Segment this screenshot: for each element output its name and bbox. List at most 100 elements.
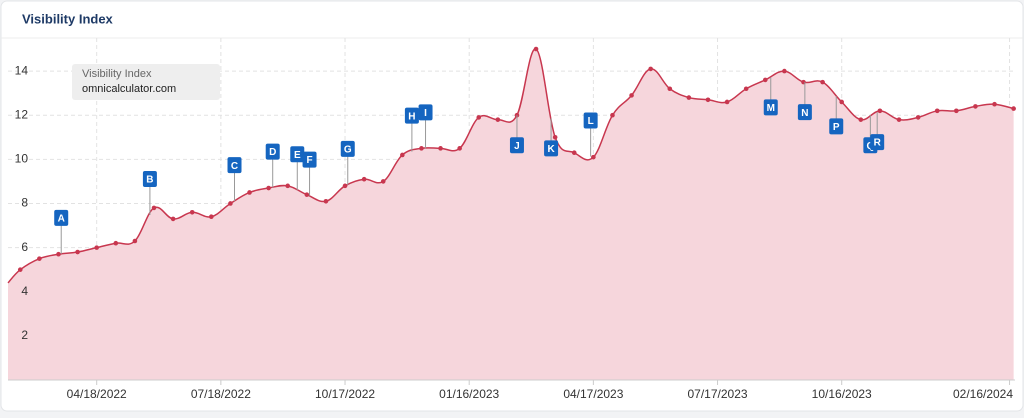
y-tick-label: 10 [15, 152, 29, 166]
event-box [302, 151, 317, 168]
data-point [151, 205, 157, 211]
event-label: P [833, 122, 840, 133]
x-tick-label: 04/18/2022 [67, 387, 127, 401]
data-point [132, 238, 138, 244]
event-box [870, 134, 885, 151]
x-tick-label: 10/16/2023 [812, 387, 872, 401]
data-point [762, 77, 768, 83]
data-point [724, 99, 730, 105]
event-marker: G [340, 140, 355, 185]
data-point [552, 134, 558, 140]
legend-subtitle: omnicalculator.com [82, 83, 176, 95]
data-point [686, 95, 692, 100]
data-point [266, 185, 271, 191]
data-point [973, 104, 978, 109]
data-point [495, 117, 501, 122]
data-point [1011, 106, 1016, 111]
data-point [209, 214, 214, 220]
event-box [404, 107, 419, 124]
event-label: N [801, 108, 808, 119]
event-marker: L [583, 112, 598, 157]
data-point [476, 115, 482, 120]
data-point [323, 198, 329, 204]
legend: Visibility Index omnicalculator.com [72, 64, 220, 100]
event-label: K [547, 144, 555, 155]
data-point [667, 86, 673, 92]
chart-title: Visibility Index [22, 11, 114, 26]
y-tick-label: 8 [21, 196, 28, 210]
event-box [142, 170, 157, 187]
event-box [763, 99, 778, 116]
y-tick-label: 14 [15, 63, 29, 77]
data-point [533, 46, 539, 52]
x-tick-label: 10/17/2022 [315, 387, 375, 401]
data-point [189, 210, 195, 215]
data-point [839, 99, 845, 105]
data-point [228, 201, 233, 206]
event-box [290, 146, 305, 163]
data-point [514, 112, 520, 118]
event-marker: P [829, 96, 844, 135]
legend-label: Visibility Index [82, 68, 152, 80]
data-point [438, 146, 443, 151]
event-label: C [231, 161, 238, 172]
event-marker: C [227, 157, 242, 202]
data-point [992, 101, 997, 107]
x-tick-label: 07/17/2023 [688, 387, 748, 401]
event-marker: M [763, 77, 778, 116]
event-marker: D [265, 143, 280, 188]
data-point [954, 108, 959, 114]
event-label: M [767, 103, 775, 114]
event-box [418, 104, 433, 121]
data-point [361, 176, 367, 182]
event-marker: B [142, 170, 157, 215]
data-point [571, 150, 577, 156]
x-tick-label: 04/17/2023 [563, 387, 623, 401]
event-label: G [344, 145, 352, 156]
data-point [743, 86, 749, 92]
data-point [380, 179, 386, 184]
event-box [544, 140, 559, 157]
event-box [829, 118, 844, 135]
y-tick-label: 12 [15, 107, 29, 121]
data-point [247, 190, 252, 195]
event-label: B [146, 175, 153, 186]
y-tick-label: 6 [21, 240, 28, 254]
event-label: R [874, 138, 882, 149]
event-marker: K [544, 118, 559, 157]
data-point [304, 192, 310, 197]
legend-box [72, 64, 220, 100]
data-point [37, 256, 42, 261]
data-point [820, 79, 825, 85]
event-label: F [306, 155, 312, 166]
area [8, 48, 1014, 381]
event-box [265, 143, 280, 160]
x-tick-label: 02/16/2024 [953, 387, 1013, 401]
data-point [705, 97, 711, 103]
event-label: J [514, 141, 520, 152]
y-tick-label: 4 [21, 284, 28, 298]
event-box [227, 157, 242, 174]
data-point [113, 240, 119, 246]
x-tick-label: 07/18/2022 [191, 387, 251, 401]
event-label: E [294, 150, 301, 161]
data-point [75, 249, 80, 255]
event-label: L [588, 116, 594, 127]
data-point [419, 146, 424, 151]
data-point [17, 267, 23, 272]
data-point [342, 183, 348, 189]
data-point [877, 108, 883, 114]
data-point [896, 117, 902, 122]
data-point [858, 117, 864, 122]
event-box [583, 112, 598, 129]
data-point [285, 183, 291, 189]
event-marker: F [302, 151, 317, 196]
data-point [629, 93, 634, 98]
event-marker: E [290, 146, 305, 191]
event-box [340, 140, 355, 157]
data-point [457, 146, 462, 151]
event-box [797, 104, 812, 121]
event-marker: R [870, 112, 885, 151]
event-label: D [269, 147, 276, 158]
data-point [170, 216, 176, 222]
